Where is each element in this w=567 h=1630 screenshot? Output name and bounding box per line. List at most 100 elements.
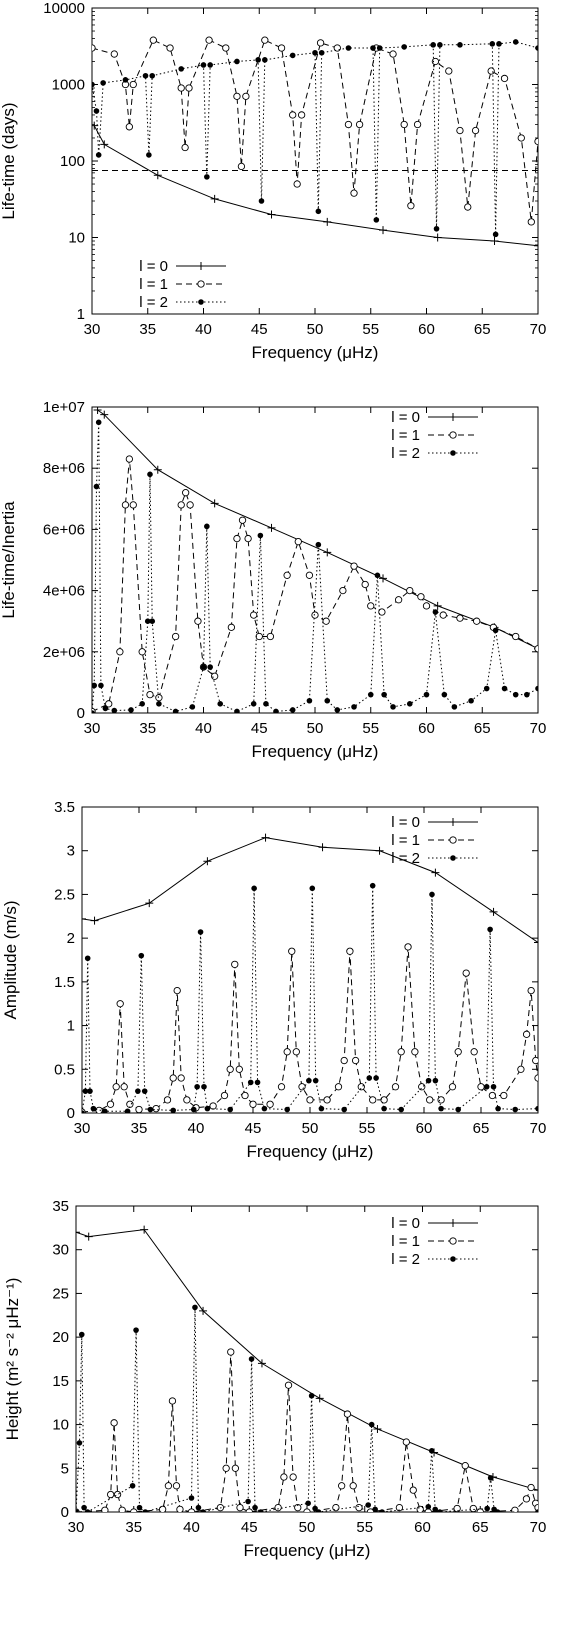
data-point <box>318 1105 325 1112</box>
data-point <box>433 601 442 610</box>
y-tick-label: 0 <box>61 1504 69 1521</box>
data-point <box>82 914 86 923</box>
x-tick-label: 40 <box>188 1120 205 1137</box>
data-point <box>84 1232 93 1241</box>
data-point <box>113 1490 122 1499</box>
data-point <box>237 162 246 171</box>
data-point <box>178 66 184 72</box>
x-axis-title: Frequency (μHz) <box>252 343 379 362</box>
data-point <box>292 1048 300 1056</box>
data-point <box>129 80 137 89</box>
data-point <box>454 1048 462 1056</box>
data-point <box>373 1424 382 1433</box>
data-point <box>217 701 224 707</box>
data-point <box>312 49 318 56</box>
data-point <box>106 1100 115 1108</box>
data-point <box>122 77 129 83</box>
data-point <box>125 455 134 463</box>
data-point <box>200 664 207 670</box>
data-point <box>261 1105 268 1112</box>
y-axis-title: Amplitude (m/s) <box>1 900 20 1019</box>
legend-marker <box>197 262 205 270</box>
data-point <box>81 1504 87 1511</box>
legend-label: l = 0 <box>391 1215 420 1232</box>
data-point <box>95 419 102 426</box>
data-point <box>488 1091 497 1100</box>
data-point <box>210 194 219 203</box>
series-line <box>76 1351 538 1512</box>
data-point <box>93 108 100 114</box>
data-point <box>527 218 535 226</box>
series-l2 <box>76 1304 538 1512</box>
data-point <box>315 208 322 215</box>
data-point <box>227 1348 235 1356</box>
data-point <box>453 1504 461 1512</box>
data-point <box>261 36 269 44</box>
data-point <box>339 586 347 595</box>
data-point <box>439 611 447 619</box>
data-point <box>149 72 156 79</box>
y-tick-label: 0 <box>67 1105 75 1122</box>
series-l2 <box>92 419 538 713</box>
data-point <box>241 1091 249 1100</box>
data-point <box>391 1083 400 1091</box>
data-point <box>496 41 502 47</box>
y-tick-label: 10 <box>68 230 85 247</box>
data-point <box>242 92 250 101</box>
series-l2 <box>82 882 538 1113</box>
data-point <box>483 1083 490 1090</box>
data-point <box>204 174 210 180</box>
data-point <box>204 523 210 530</box>
data-point <box>527 986 535 995</box>
data-point <box>289 707 296 713</box>
data-point <box>522 1030 531 1038</box>
data-point <box>357 1083 365 1091</box>
y-tick-label: 1000 <box>52 77 85 94</box>
data-point <box>411 1048 419 1056</box>
data-point <box>500 1091 508 1100</box>
data-point <box>152 1104 160 1113</box>
data-point <box>116 1000 124 1008</box>
data-point <box>469 1504 477 1512</box>
data-point <box>379 574 388 583</box>
data-point <box>76 1440 83 1446</box>
data-point <box>431 868 440 877</box>
data-point <box>177 1074 185 1082</box>
chart-panel-3: 30 35 40 45 50 55 60 65 70 0 0.5 1 1.5 2 2.5 3 3.5 Freque… <box>1 799 546 1161</box>
data-point <box>309 885 316 892</box>
data-point <box>308 1392 315 1399</box>
data-point <box>172 1482 181 1490</box>
data-point <box>95 152 102 158</box>
data-point <box>231 1464 240 1472</box>
legend-marker <box>449 431 457 439</box>
x-tick-label: 70 <box>530 720 547 737</box>
data-point <box>142 1509 149 1512</box>
data-point <box>102 705 109 712</box>
x-tick-label: 50 <box>307 720 324 737</box>
data-point <box>194 1083 200 1090</box>
data-point <box>379 226 388 235</box>
data-point <box>100 140 109 149</box>
data-point <box>289 111 297 119</box>
data-point <box>156 701 162 707</box>
data-point <box>84 1509 91 1512</box>
data-point <box>368 1421 375 1428</box>
data-point <box>205 36 213 44</box>
data-point <box>164 1482 173 1490</box>
data-point <box>487 1475 494 1481</box>
data-point <box>448 1083 457 1091</box>
x-tick-label: 60 <box>416 1120 433 1137</box>
data-point <box>305 1500 311 1507</box>
data-point <box>250 611 258 619</box>
data-point <box>284 1106 291 1113</box>
data-point <box>98 682 104 689</box>
data-point <box>204 1105 211 1112</box>
data-point <box>141 1088 148 1094</box>
data-point <box>294 1503 302 1512</box>
y-tick-label: 30 <box>52 1242 69 1259</box>
data-point <box>367 691 374 698</box>
data-point <box>100 410 109 419</box>
data-point <box>92 44 96 52</box>
data-point <box>252 1504 258 1511</box>
